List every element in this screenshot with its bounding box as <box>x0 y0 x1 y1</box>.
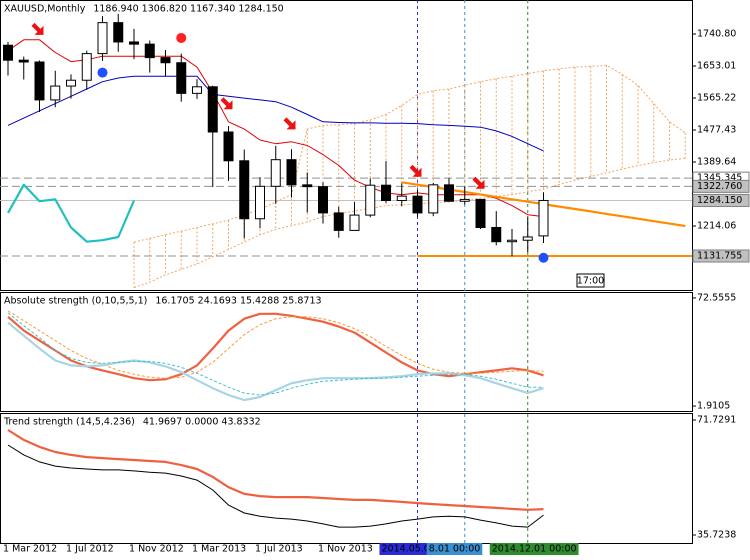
date-cursor-box <box>426 543 483 555</box>
candle-body <box>50 85 61 101</box>
cloud-edge <box>133 157 686 289</box>
panel-title: Absolute strength (0,10,5,5,1) <box>4 296 147 307</box>
cloud-edge <box>133 64 686 243</box>
indicator-line <box>7 312 544 382</box>
x-tick-label: 1 Jul 2013 <box>255 544 303 555</box>
candle-body <box>459 198 470 202</box>
indicator-line <box>7 429 544 511</box>
candle-body <box>365 184 376 216</box>
price-tag-label: 1322.760 <box>697 181 742 192</box>
panel-title: Trend strength (14,5,4.236) <box>3 417 135 428</box>
candle-body <box>97 22 108 55</box>
candle-body <box>239 160 250 220</box>
indicator-line <box>7 444 544 528</box>
indicator-line <box>7 310 544 379</box>
candle-body <box>412 195 423 214</box>
indicator-line <box>7 75 544 152</box>
signal-arrow <box>409 164 422 177</box>
date-cursor-label: 8.01 00:00 <box>429 544 481 555</box>
candle-body <box>192 86 202 94</box>
x-tick-label: 1 Jul 2012 <box>66 544 114 555</box>
signal-dot <box>97 67 108 78</box>
panel-info: 1186.940 1306.820 1167.340 1284.150 <box>93 4 283 15</box>
date-cursor-label: 2014.05.01 00:00 <box>382 544 467 555</box>
candle-body <box>428 184 439 214</box>
panel-info: 16.1705 24.1693 15.4288 25.8713 <box>155 296 321 307</box>
candle-body <box>3 44 13 61</box>
candle-body <box>349 214 360 231</box>
candle-body <box>507 239 517 243</box>
y-tick-label: 35.7238 <box>697 530 736 541</box>
candle-body <box>144 43 155 59</box>
candle-body <box>34 61 45 101</box>
signal-dot <box>538 252 549 263</box>
date-cursor-box <box>489 543 579 555</box>
candle-body <box>129 41 139 45</box>
signal-arrow <box>472 176 485 189</box>
candle-body <box>396 195 407 202</box>
y-tick-label: 1477.43 <box>697 125 736 136</box>
panel-title: XAUUSD,Monthly <box>4 4 86 15</box>
y-tick-label: 72.5555 <box>697 292 736 303</box>
candle-body <box>333 212 344 231</box>
y-tick-label: 1.9105 <box>697 401 730 412</box>
candle-body <box>302 184 313 188</box>
y-tick-label: 1740.80 <box>697 29 736 40</box>
price-tag <box>692 193 750 207</box>
price-tag-label: 1345.345 <box>697 173 742 184</box>
candle-body <box>255 185 265 220</box>
signal-arrow <box>283 117 296 130</box>
candle-body <box>207 86 218 133</box>
countdown: 17:00 <box>577 276 604 287</box>
candle-body <box>318 186 328 214</box>
candle-body <box>81 53 92 81</box>
signal-arrow <box>31 22 44 35</box>
price-tag-label: 1131.755 <box>697 251 742 262</box>
y-tick-label: 1565.22 <box>697 93 736 104</box>
signal-arrow <box>220 97 233 110</box>
x-tick-label: 1 Mar 2013 <box>192 544 246 555</box>
candle-body <box>286 159 297 186</box>
candle-body <box>475 198 486 228</box>
x-tick-label: 1 Nov 2012 <box>129 544 184 555</box>
price-tag <box>692 179 750 193</box>
candle-body <box>381 184 391 202</box>
x-tick-label: 1 Mar 2012 <box>3 544 57 555</box>
indicator-line <box>7 39 544 218</box>
candle-body <box>270 159 281 187</box>
signal-dot <box>176 32 187 43</box>
candle-body <box>66 79 76 87</box>
countdown-box <box>576 273 605 288</box>
x-tick-label: 1 Nov 2013 <box>318 544 373 555</box>
indicator-line <box>7 321 544 402</box>
y-tick-label: 1214.06 <box>697 221 736 232</box>
candle-body <box>491 226 502 243</box>
indicator-panel-frame <box>0 413 693 544</box>
price-tag-label: 1284.150 <box>697 195 742 206</box>
candle-body <box>444 184 454 202</box>
candle-body <box>18 59 29 63</box>
candle-body <box>538 199 549 237</box>
indicator-line <box>7 183 136 243</box>
main-panel-frame <box>0 0 693 291</box>
candle-body <box>176 62 187 94</box>
price-tag <box>692 249 750 263</box>
y-tick-label: 1389.64 <box>697 157 736 168</box>
candle-body <box>113 22 124 43</box>
y-tick-label: 1653.01 <box>697 61 736 72</box>
candle-body <box>522 236 533 241</box>
indicator-panel-frame <box>0 292 693 412</box>
candle-body <box>223 131 234 162</box>
y-tick-label: 71.7291 <box>697 414 736 425</box>
date-cursor-label: 2014.12.01 00:00 <box>492 544 577 555</box>
panel-info: 41.9697 0.0000 43.8332 <box>143 417 261 428</box>
candle-body <box>160 57 171 64</box>
